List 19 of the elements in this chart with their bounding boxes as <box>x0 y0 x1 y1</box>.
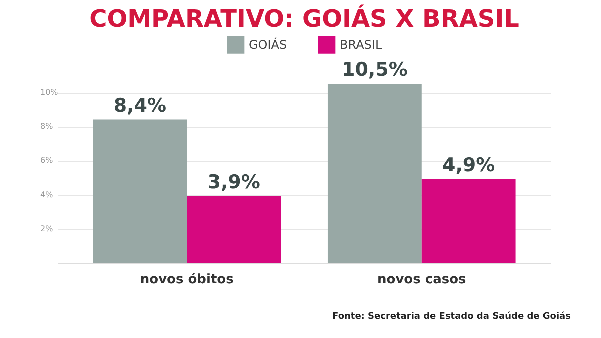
x-tick-label: novos casos <box>378 272 467 288</box>
bar <box>93 120 188 263</box>
legend-label: GOIÁS <box>249 37 288 52</box>
chart-title: COMPARATIVO: GOIÁS X BRASIL <box>90 4 520 33</box>
source-note: Fonte: Secretaria de Estado da Saúde de Goiás <box>332 312 571 322</box>
data-label: 10,5% <box>342 59 408 81</box>
y-tick-label: 10% <box>40 88 59 98</box>
bar <box>422 179 516 263</box>
legend-label: BRASIL <box>340 38 382 52</box>
y-tick-label: 6% <box>40 156 54 166</box>
y-tick-label: 4% <box>40 190 54 200</box>
data-label: 3,9% <box>208 172 260 194</box>
y-tick-label: 8% <box>40 122 54 132</box>
bar <box>187 196 282 263</box>
bar <box>328 84 422 263</box>
data-label: 4,9% <box>442 154 496 176</box>
x-tick-label: novos óbitos <box>140 272 234 288</box>
y-tick-label: 2% <box>40 224 54 234</box>
data-label: 8,4% <box>114 94 167 117</box>
